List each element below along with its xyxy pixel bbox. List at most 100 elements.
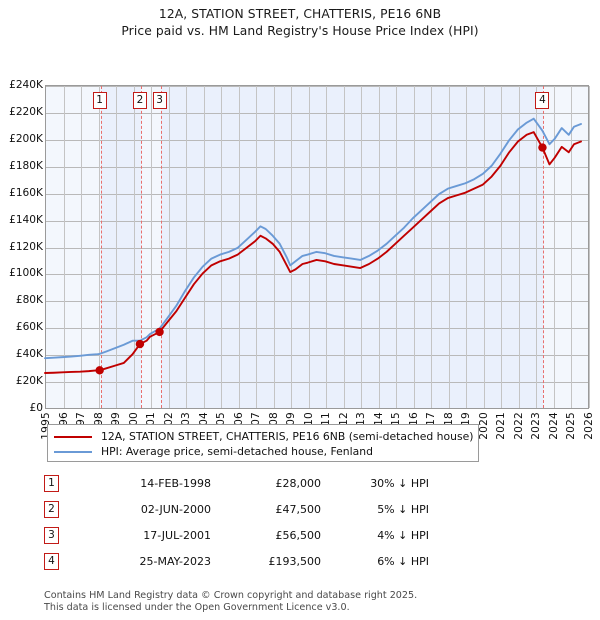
- table-row: 3 17-JUL-2001 £56,500 4% ↓ HPI: [44, 522, 464, 548]
- transactions-table: 1 14-FEB-1998 £28,000 30% ↓ HPI 2 02-JUN…: [44, 470, 464, 574]
- gridline-horizontal: [46, 328, 588, 330]
- gridline-vertical: [133, 86, 135, 408]
- row-hpi-delta: 30% ↓ HPI: [370, 476, 429, 490]
- gridline-vertical: [553, 86, 555, 408]
- event-line: [100, 86, 103, 408]
- gridline-vertical: [431, 86, 433, 408]
- x-axis-labels: 1995199619971998199920002001200220032004…: [0, 40, 600, 440]
- event-line: [140, 86, 143, 408]
- row-index-badge: 1: [44, 474, 59, 492]
- event-marker-badge[interactable]: 3: [152, 92, 167, 109]
- y-axis-tick-label: £140K: [9, 213, 43, 226]
- row-hpi-delta: 6% ↓ HPI: [377, 554, 429, 568]
- row-hpi-delta: 4% ↓ HPI: [377, 528, 429, 542]
- title-line-1: 12A, STATION STREET, CHATTERIS, PE16 6NB: [158, 7, 442, 21]
- gridline-horizontal: [46, 274, 588, 276]
- page-title: 12A, STATION STREET, CHATTERIS, PE16 6NB…: [0, 0, 600, 40]
- y-axis-tick-label: £240K: [9, 79, 43, 91]
- table-row: 4 25-MAY-2023 £193,500 6% ↓ HPI: [44, 548, 464, 574]
- row-date: 25-MAY-2023: [139, 554, 211, 568]
- x-axis-tick-label: 2020: [477, 412, 490, 440]
- gridline-vertical: [483, 86, 485, 408]
- row-index-badge: 2: [44, 500, 59, 518]
- gridline-horizontal: [46, 166, 588, 168]
- gridline-vertical: [81, 86, 83, 408]
- gridline-vertical: [308, 86, 310, 408]
- y-axis-tick-label: £180K: [9, 159, 43, 172]
- gridline-vertical: [273, 86, 275, 408]
- gridline-horizontal: [46, 220, 588, 222]
- x-axis-line: [45, 408, 589, 409]
- legend-label-property: 12A, STATION STREET, CHATTERIS, PE16 6NB…: [101, 430, 474, 443]
- event-line: [543, 86, 545, 408]
- highlight-band: [160, 86, 544, 408]
- event-marker-badge[interactable]: 2: [132, 92, 147, 109]
- gridline-horizontal: [46, 139, 588, 141]
- x-axis-tick-label: 2024: [547, 412, 560, 440]
- y-axis-tick-label: £40K: [15, 348, 43, 361]
- gridline-vertical: [448, 86, 450, 408]
- y-axis-tick-label: £120K: [9, 240, 43, 253]
- x-axis-tick-label: 2025: [565, 412, 578, 440]
- price-history-chart: £0 £20K £40K £60K £80K £100K £120K £140K £160K £1…: [0, 40, 600, 440]
- x-axis-tick-label: 2021: [495, 412, 508, 440]
- y-axis-tick-label: £60K: [15, 321, 43, 334]
- gridline-vertical: [116, 86, 118, 408]
- line-property-price: [44, 131, 582, 374]
- sale-point-marker[interactable]: [538, 143, 547, 152]
- gridline-horizontal: [46, 382, 588, 384]
- sale-point-marker[interactable]: [155, 327, 164, 337]
- row-date: 17-JUL-2001: [143, 528, 211, 542]
- gridline-vertical: [221, 86, 223, 408]
- gridline-vertical: [589, 86, 590, 408]
- event-marker-badge[interactable]: 4: [535, 92, 550, 109]
- gridline-horizontal: [46, 193, 588, 195]
- legend-swatch-hpi: [54, 450, 92, 453]
- gridline-vertical: [501, 86, 503, 408]
- gridline-vertical: [186, 86, 188, 408]
- footer-line-1: Contains HM Land Registry data © Crown c…: [44, 590, 418, 601]
- row-hpi-delta: 5% ↓ HPI: [377, 502, 429, 516]
- gridline-vertical: [378, 86, 380, 408]
- attribution-footer: Contains HM Land Registry data © Crown c…: [44, 590, 584, 613]
- gridline-horizontal: [46, 301, 588, 303]
- legend-item-hpi: HPI: Average price, semi-detached house,…: [54, 444, 472, 459]
- series-lines: [44, 117, 582, 375]
- y-axis-tick-label: £200K: [9, 132, 43, 145]
- y-axis-tick-label: £220K: [9, 105, 43, 118]
- y-axis-tick-label: £100K: [9, 267, 43, 280]
- title-line-2: Price paid vs. HM Land Registry's House …: [121, 24, 479, 38]
- gridline-vertical: [518, 86, 520, 408]
- chart-legend: 12A, STATION STREET, CHATTERIS, PE16 6NB…: [47, 424, 479, 462]
- table-row: 1 14-FEB-1998 £28,000 30% ↓ HPI: [44, 470, 464, 496]
- y-axis-tick-label: £0: [29, 402, 43, 414]
- gridline-vertical: [63, 86, 65, 408]
- x-axis-tick-label: 2023: [530, 412, 543, 440]
- gridline-vertical: [396, 86, 398, 408]
- legend-label-hpi: HPI: Average price, semi-detached house,…: [101, 445, 373, 458]
- plot-right-border: [588, 85, 589, 409]
- event-line: [160, 86, 163, 408]
- gridline-vertical: [168, 86, 170, 408]
- gridline-vertical: [291, 86, 293, 408]
- gridline-horizontal: [46, 355, 588, 357]
- y-axis-tick-label: £80K: [15, 294, 43, 307]
- row-index-badge: 3: [44, 526, 59, 544]
- line-hpi-average: [44, 117, 582, 360]
- row-date: 02-JUN-2000: [140, 502, 211, 516]
- gridline-vertical: [203, 86, 205, 408]
- table-row: 2 02-JUN-2000 £47,500 5% ↓ HPI: [44, 496, 464, 522]
- sale-point-marker[interactable]: [95, 366, 104, 375]
- sale-point-marker[interactable]: [135, 339, 145, 349]
- x-axis-tick-label: 2022: [512, 412, 525, 440]
- row-index-badge: 4: [44, 552, 59, 570]
- event-marker-badge[interactable]: 1: [92, 92, 107, 109]
- gridline-vertical: [326, 86, 328, 408]
- row-price: £193,500: [268, 554, 322, 568]
- row-price: £28,000: [275, 476, 322, 490]
- gridline-vertical: [98, 86, 100, 408]
- footer-line-2: This data is licensed under the Open Gov…: [44, 601, 350, 613]
- gridline-vertical: [536, 86, 538, 408]
- y-axis-tick-label: £20K: [15, 375, 43, 388]
- gridline-horizontal: [46, 112, 588, 114]
